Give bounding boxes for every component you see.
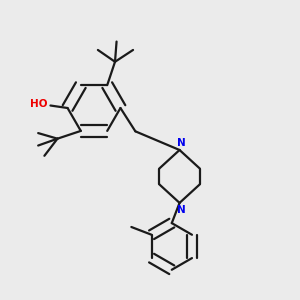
Text: HO: HO [31, 99, 48, 109]
Text: N: N [177, 206, 185, 215]
Text: N: N [177, 137, 185, 148]
